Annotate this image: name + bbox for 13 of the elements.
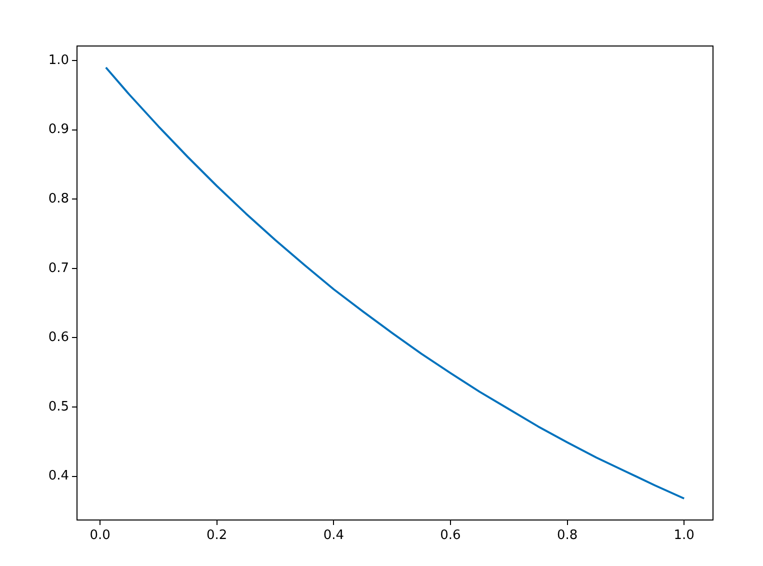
y-tick-label: 1.0 <box>48 52 69 68</box>
x-tick-label: 0.4 <box>323 528 344 544</box>
y-tick-label: 0.8 <box>48 192 69 207</box>
x-tick-label: 0.0 <box>90 528 110 544</box>
y-tick-label: 0.5 <box>48 399 69 414</box>
y-tick-label: 0.6 <box>48 330 69 346</box>
x-tick-label: 1.0 <box>674 528 694 544</box>
y-tick-label: 0.4 <box>48 468 69 484</box>
x-tick-label: 0.6 <box>440 528 461 544</box>
y-tick-label: 0.9 <box>48 122 69 138</box>
x-tick-label: 0.8 <box>556 528 578 544</box>
x-tick-label: 0.2 <box>206 528 228 544</box>
y-tick-label: 0.7 <box>48 260 69 276</box>
